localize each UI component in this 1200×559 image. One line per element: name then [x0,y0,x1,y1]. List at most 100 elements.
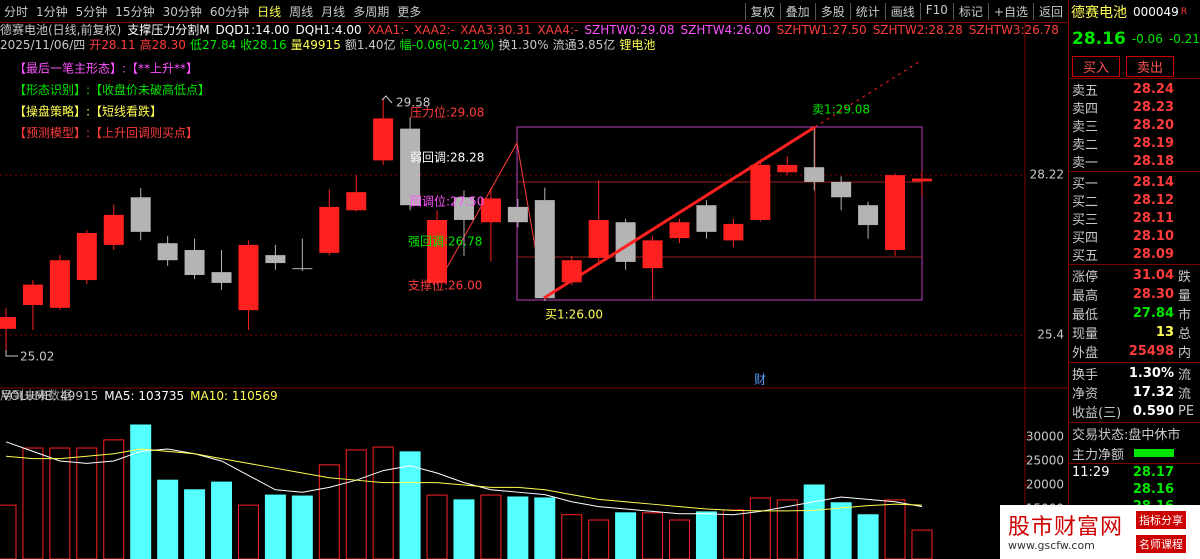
watermark: 股市财富网 www.gscfw.com 指标分享 名师课程 [1000,505,1200,559]
volume-bar [264,494,286,559]
info-item: 锂电池 [619,37,655,52]
price-row: 28.16 -0.06 -0.21% [1069,24,1200,54]
chart-annotation: 25.02 [20,350,54,364]
stat-row: 涨停 31.04 跌 [1069,266,1200,285]
order-price: 28.12 [1132,192,1174,208]
info-line: 德赛电池(日线,前复权) 支撑压力分割M DQD1:14.00 DQH1:4.00 XA… [0,22,1059,37]
volume-bar [49,447,71,559]
stat-value: 13 [1155,325,1174,340]
order-row: 卖五 28.24 [1069,80,1200,99]
period-tab[interactable]: 日线 [257,4,282,19]
candle-body [238,244,259,311]
chart-annotation: 卖1:29.08 [812,103,870,117]
candle-body [130,197,151,232]
toolbar: 分时 1分钟 5分钟 15分钟 30分钟 60分钟 日线 周线 月线 多周期 更多 复权 叠加 多股 统计… [0,0,1068,23]
status-value: 盘中休市 [1128,427,1181,443]
trade-button[interactable]: 卖出 [1126,56,1175,77]
volume-tick-label: 25000 [1026,453,1064,467]
order-label: 卖五 [1072,83,1099,99]
stat-value: 1.30% [1128,366,1174,381]
candle-body [76,232,97,281]
order-label: 买五 [1072,248,1099,264]
info-item: SZHTW1:27.50 [777,23,867,37]
trend-line [543,125,816,300]
stat-value: 17.32 [1132,385,1174,400]
order-row: 卖四 28.23 [1069,98,1200,117]
tick-time: 11:29 [1072,465,1110,480]
volume-bar [157,479,179,559]
volume-bar [749,497,771,559]
tool-button[interactable]: 多股 [814,2,850,20]
tick-price: 28.16 [1132,482,1174,497]
period-tab[interactable]: 月线 [321,4,346,19]
volume-bar [884,499,906,559]
period-tab[interactable]: 30分钟 [162,4,202,19]
candle-body [911,178,932,182]
candle-body [750,164,771,220]
info-item: DQH1:4.00 [296,23,362,37]
order-label: 卖四 [1072,101,1099,117]
chart-annotation: 用到未来数据 [0,388,72,403]
tool-button[interactable]: 统计 [849,2,885,20]
order-label: 买四 [1072,230,1099,246]
candle-body [480,198,501,223]
info-item: 额1.40亿 [345,37,396,52]
volume-header: VOLUME: 49915 MA5: 103735 MA10: 110569 [2,389,278,403]
trade-button[interactable]: 买入 [1072,56,1121,77]
tool-button[interactable]: 复权 [744,2,780,20]
volume-bar [588,519,610,559]
candle-body [427,219,448,283]
info-item: 流通3.85亿 [553,37,616,52]
order-row: 买三 28.11 [1069,209,1200,228]
main-flow-label: 主力净额 [1072,447,1125,463]
tool-button[interactable]: 叠加 [779,2,815,20]
volume-header-item: MA10: 110569 [190,389,278,403]
trend-extension [814,59,923,128]
period-tab[interactable]: 15分钟 [115,4,155,19]
candle-body [319,206,340,253]
candle-body [777,164,798,173]
info-item: SZHTW4:26.00 [681,23,771,37]
volume-bar [76,447,98,559]
signal-text: 【操盘策略】:【短线看跌】 [14,104,162,119]
stat-tail: 流 [1178,368,1192,383]
period-tab[interactable]: 分时 [4,4,29,19]
period-tab[interactable]: 5分钟 [75,4,108,19]
stat-value: 27.84 [1132,306,1174,321]
trade-buttons: 买入 卖出 [1069,54,1200,79]
tool-button[interactable]: 画线 [884,2,920,20]
volume-bar [480,494,502,559]
info-item: 德赛电池(日线,前复权) [0,22,121,37]
stat-label: 换手 [1072,368,1099,383]
tool-button[interactable]: +自选 [987,2,1033,20]
tool-button[interactable]: 标记 [952,2,988,20]
period-tab[interactable]: 周线 [289,4,314,19]
volume-bar [534,497,556,559]
info-line: 2025/11/06/四 开28.11 高28.30 低27.84 收28.16 量499… [0,37,655,52]
candle-body [669,222,690,239]
tick-price: 28.17 [1132,465,1174,480]
last-price: 28.16 [1072,29,1126,49]
order-label: 买三 [1072,212,1099,228]
period-tab[interactable]: 1分钟 [36,4,68,19]
tool-button[interactable]: 返回 [1032,2,1068,20]
status-row: 交易状态: 盘中休市 [1069,423,1200,443]
order-price: 28.18 [1132,153,1174,169]
candle-body [49,260,70,308]
candle-body [507,206,528,223]
stat-tail: 总 [1178,327,1192,342]
badge: R [1180,7,1188,17]
period-tab[interactable]: 更多 [397,4,422,19]
volume-bar [507,496,529,559]
volume-bar [857,514,879,559]
order-row: 买一 28.14 [1069,173,1200,192]
period-tab[interactable]: 60分钟 [209,4,250,19]
info-item: SZHTW0:29.08 [584,23,674,37]
y-tick-label: 28.22 [1030,168,1064,182]
tool-button[interactable]: F10 [919,2,953,20]
period-tab[interactable]: 多周期 [353,4,390,19]
stat-row: 外盘 25498 内 [1069,342,1200,361]
info-item: 支撑压力分割M [127,22,209,37]
candle-body [723,223,744,241]
order-price: 28.20 [1132,117,1174,133]
